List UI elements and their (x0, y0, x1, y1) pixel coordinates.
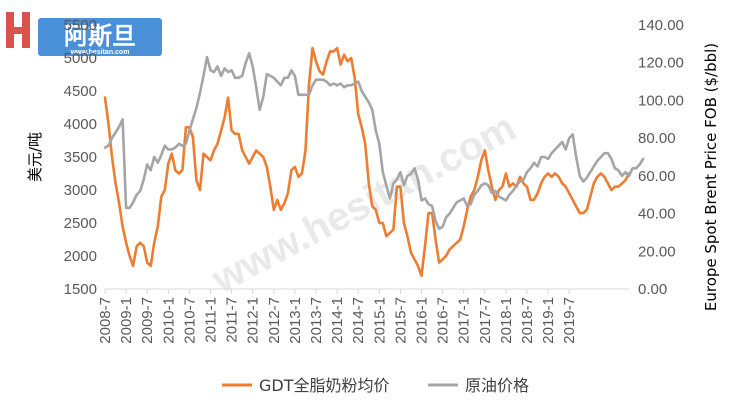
x-axis-tick-label: 2011-7 (224, 297, 241, 343)
logo-h-crossbar (6, 27, 30, 34)
x-axis-tick-label: 2010-1 (160, 297, 177, 344)
x-axis-tick-label: 2016-7 (435, 297, 452, 344)
x-axis-tick-label: 2010-7 (181, 297, 198, 344)
x-axis-tick-label: 2018-7 (519, 297, 536, 344)
logo-url-text: www.hesitan.com (70, 49, 130, 56)
left-axis-tick-label: 5000 (64, 50, 97, 67)
logo-background (38, 18, 162, 56)
right-axis-tick-label: 60.00 (638, 168, 676, 185)
left-axis-title: 美元/吨 (26, 132, 44, 182)
x-axis-tick-label: 2013-1 (287, 297, 304, 344)
left-axis-tick-label: 2500 (64, 215, 97, 232)
right-axis-tick-label: 20.00 (638, 243, 676, 260)
left-axis-tick-label: 5500 (64, 17, 97, 34)
x-axis-ticks: 2008-7 2009-1 2009-7 2010-1 2010-7 2011-1 2011… (97, 289, 578, 344)
left-axis-tick-label: 3500 (64, 149, 97, 166)
left-axis-ticks: 1500 2000 2500 3000 3500 4000 4500 5000 5500 (64, 17, 97, 298)
chart-legend: GDT全脂奶粉均价 原油价格 (222, 376, 529, 395)
legend-label-oil: 原油价格 (465, 376, 529, 395)
x-axis-tick-label: 2014-1 (329, 297, 346, 344)
logo-h-mark-icon (6, 12, 30, 48)
x-axis-tick-label: 2009-7 (139, 297, 156, 344)
left-axis-tick-label: 1500 (64, 281, 97, 298)
right-axis-ticks: 0.00 20.00 40.00 60.00 80.00 100.00 120.00 140.… (638, 17, 684, 298)
site-logo: 阿斯旦 www.hesitan.com (6, 12, 162, 56)
x-axis-tick-label: 2012-1 (245, 297, 262, 344)
x-axis-tick-label: 2017-1 (456, 297, 473, 344)
x-axis-tick-label: 2015-1 (371, 297, 388, 344)
right-axis-tick-label: 140.00 (638, 17, 684, 34)
milk-price-line (103, 46, 631, 278)
x-axis-tick-label: 2015-7 (392, 297, 409, 344)
left-axis-tick-label: 2000 (64, 248, 97, 265)
right-axis-tick-label: 0.00 (638, 281, 667, 298)
right-axis-tick-label: 80.00 (638, 130, 676, 147)
x-axis-tick-label: 2019-7 (561, 297, 578, 344)
x-axis-tick-label: 2011-1 (203, 297, 220, 343)
x-axis-tick-label: 2016-1 (414, 297, 431, 344)
series-lines (103, 46, 645, 278)
x-axis-tick-label: 2019-1 (540, 297, 557, 344)
left-axis-tick-label: 3000 (64, 182, 97, 199)
right-axis-title: Europe Spot Brent Price FOB ($/bbl) (702, 43, 720, 311)
legend-label-milk: GDT全脂奶粉均价 (259, 376, 390, 395)
left-axis-tick-label: 4000 (64, 116, 97, 133)
right-axis-tick-label: 100.00 (638, 92, 684, 109)
x-axis-tick-label: 2014-7 (350, 297, 367, 344)
x-axis-tick-label: 2017-7 (477, 297, 494, 344)
logo-main-text: 阿斯旦 (64, 23, 136, 50)
oil-price-line (103, 51, 645, 230)
x-axis-tick-label: 2018-1 (498, 297, 515, 344)
x-axis-tick-label: 2009-1 (118, 297, 135, 344)
left-axis-tick-label: 4500 (64, 83, 97, 100)
x-axis-tick-label: 2012-7 (266, 297, 283, 344)
x-axis-tick-label: 2008-7 (97, 297, 114, 344)
right-axis-tick-label: 120.00 (638, 55, 684, 72)
x-axis-tick-label: 2013-7 (308, 297, 325, 344)
right-axis-tick-label: 40.00 (638, 206, 676, 223)
